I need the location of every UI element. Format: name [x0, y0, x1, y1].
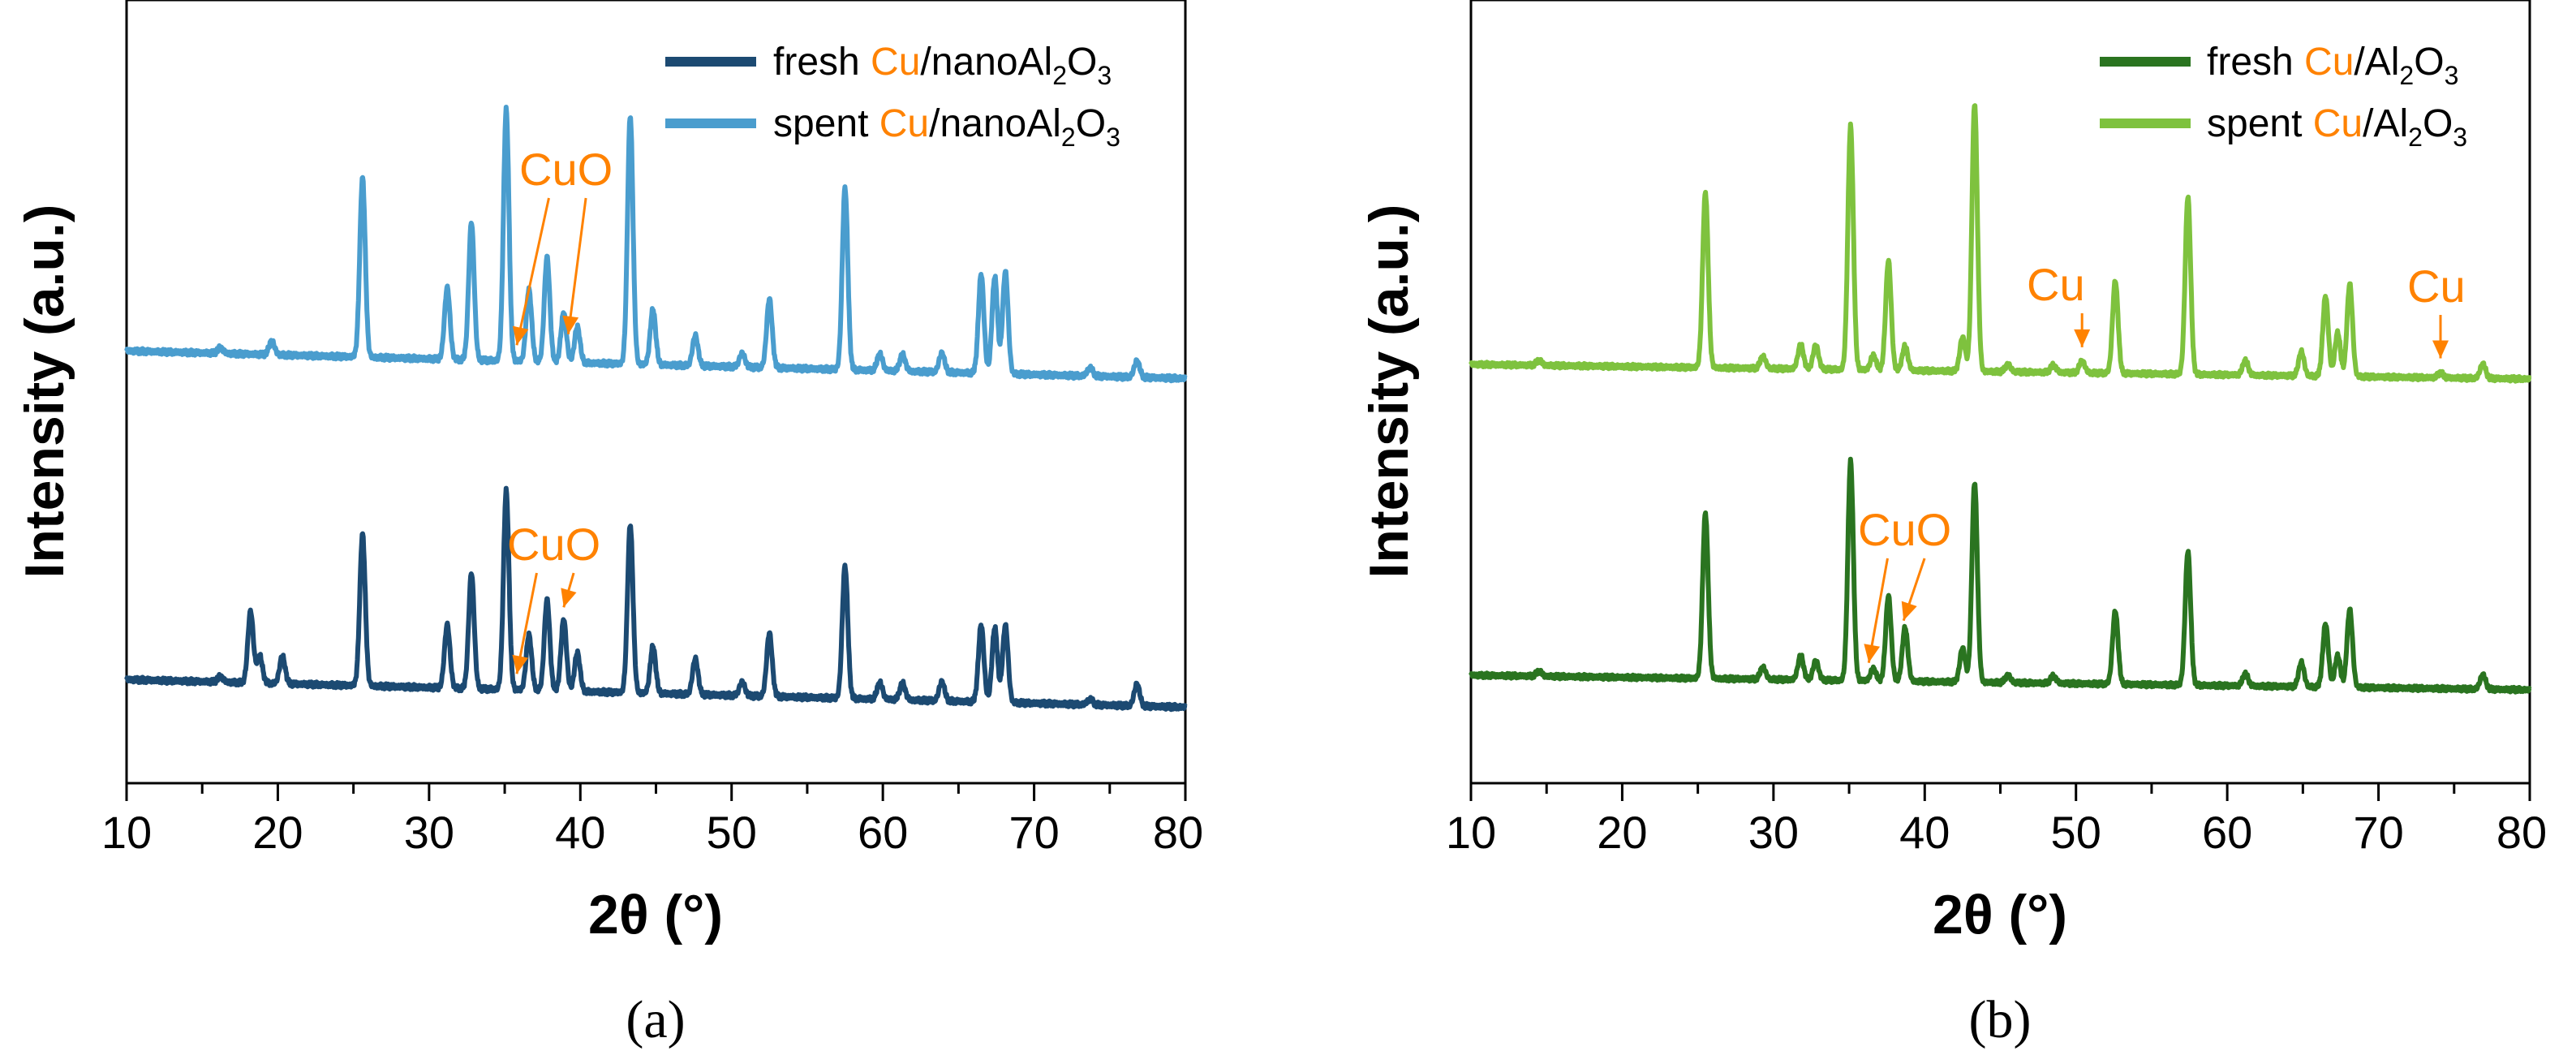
panel-b-legend-label-spent: spent Cu/Al2O3: [2207, 102, 2467, 152]
panel-b-y-axis-title: Intensity (a.u.): [1358, 205, 1420, 579]
legend-prefix: fresh: [773, 41, 871, 84]
annotation-arrow-head: [1901, 601, 1917, 621]
panel-a-tick-label: 40: [555, 807, 605, 858]
panel-b-legend-label-fresh: fresh Cu/Al2O3: [2207, 41, 2458, 90]
legend-sub: 2: [2408, 123, 2423, 152]
panel-b-annotation-cu-74: Cu: [2407, 261, 2466, 312]
legend-prefix: spent: [2207, 102, 2313, 145]
panel-a-legend-label-fresh: fresh Cu/nanoAl2O3: [773, 41, 1112, 90]
panel-b-tick-label: 30: [1748, 807, 1799, 858]
legend-suffix: /Al: [2354, 41, 2399, 84]
panel-a-annotations: [512, 197, 587, 674]
panel-a-tick-label: 10: [101, 807, 152, 858]
annotation-arrow-line: [515, 197, 550, 346]
panel-b-annotations: [1864, 313, 2449, 663]
legend-mid: O: [1076, 102, 1106, 145]
panel-a-series-fresh-line: [124, 485, 1188, 713]
annotation-arrow-head: [2074, 329, 2091, 347]
panel-a-y-axis-title: Intensity (a.u.): [14, 205, 75, 579]
panel-a-tick-labels: 10 20 30 40 50 60 70 80: [101, 807, 1203, 858]
panel-b-tick-label: 50: [2051, 807, 2101, 858]
panel-b-tick-label: 40: [1899, 807, 1950, 858]
legend-sub: 3: [2445, 61, 2459, 90]
panel-a-tick-label: 30: [404, 807, 454, 858]
legend-sub: 3: [2453, 123, 2467, 152]
legend-cu: Cu: [871, 41, 920, 84]
panel-b-tick-label: 70: [2353, 807, 2403, 858]
panel-b-label: (b): [1969, 990, 2032, 1049]
legend-sub: 2: [2399, 61, 2414, 90]
panel-b-x-ticks: [1469, 783, 2531, 801]
panel-b-tick-label: 60: [2202, 807, 2252, 858]
panel-b-x-axis-title: 2θ (°): [1933, 884, 2067, 945]
legend-sub: 2: [1052, 61, 1067, 90]
legend-mid: O: [1067, 41, 1097, 84]
annotation-arrow-head: [2432, 340, 2449, 359]
legend-suffix: /nanoAl: [929, 102, 1061, 145]
panel-b-tick-label: 10: [1446, 807, 1496, 858]
panel-a-legend: fresh Cu/nanoAl2O3 spent Cu/nanoAl2O3: [665, 41, 1120, 152]
legend-sub: 3: [1106, 123, 1120, 152]
annotation-arrow-head: [1864, 644, 1881, 663]
panel-b-tick-label: 20: [1597, 807, 1647, 858]
annotation-arrow-head: [512, 654, 529, 674]
panel-a: 10 20 30 40 50 60 70 80 2θ (°) Intensity…: [14, 0, 1203, 1049]
annotation-arrow-head: [562, 315, 579, 334]
panel-b-series-fresh-line: [1469, 456, 2532, 695]
panel-b: 10 20 30 40 50 60 70 80 2θ (°) Intensity…: [1358, 0, 2547, 1049]
annotation-arrow-line: [566, 197, 587, 335]
legend-sub: 2: [1061, 123, 1076, 152]
legend-prefix: fresh: [2207, 41, 2304, 84]
panel-a-tick-label: 80: [1153, 807, 1203, 858]
legend-sub: 3: [1097, 61, 1112, 90]
panel-a-annotation-cuo-spent: CuO: [519, 144, 613, 195]
panel-a-tick-label: 50: [707, 807, 757, 858]
legend-suffix: /Al: [2363, 102, 2408, 145]
panel-b-annotation-cu-50: Cu: [2027, 259, 2085, 310]
panel-a-legend-label-spent: spent Cu/nanoAl2O3: [773, 102, 1120, 152]
legend-mid: O: [2423, 102, 2453, 145]
legend-suffix: /nanoAl: [920, 41, 1052, 84]
panel-b-tick-label: 80: [2496, 807, 2547, 858]
annotation-arrow-head: [561, 588, 577, 608]
panel-a-tick-label: 60: [858, 807, 908, 858]
panel-a-tick-label: 20: [252, 807, 303, 858]
legend-mid: O: [2414, 41, 2444, 84]
legend-cu: Cu: [2304, 41, 2354, 84]
panel-a-x-axis-title: 2θ (°): [588, 884, 723, 945]
panel-a-tick-label: 70: [1008, 807, 1059, 858]
panel-a-x-ticks: [125, 783, 1187, 801]
panel-b-annotation-cuo-fresh: CuO: [1858, 504, 1951, 555]
panel-b-series-spent-line: [1469, 103, 2532, 384]
panel-a-series-spent-line: [124, 105, 1188, 384]
panel-b-tick-labels: 10 20 30 40 50 60 70 80: [1446, 807, 2547, 858]
legend-prefix: spent: [773, 102, 879, 145]
panel-b-legend: fresh Cu/Al2O3 spent Cu/Al2O3: [2100, 41, 2467, 152]
legend-cu: Cu: [2313, 102, 2363, 145]
panel-a-annotation-cuo-fresh: CuO: [507, 519, 600, 570]
panel-a-label: (a): [626, 990, 685, 1049]
annotation-arrow-head: [512, 325, 529, 346]
legend-cu: Cu: [879, 102, 929, 145]
